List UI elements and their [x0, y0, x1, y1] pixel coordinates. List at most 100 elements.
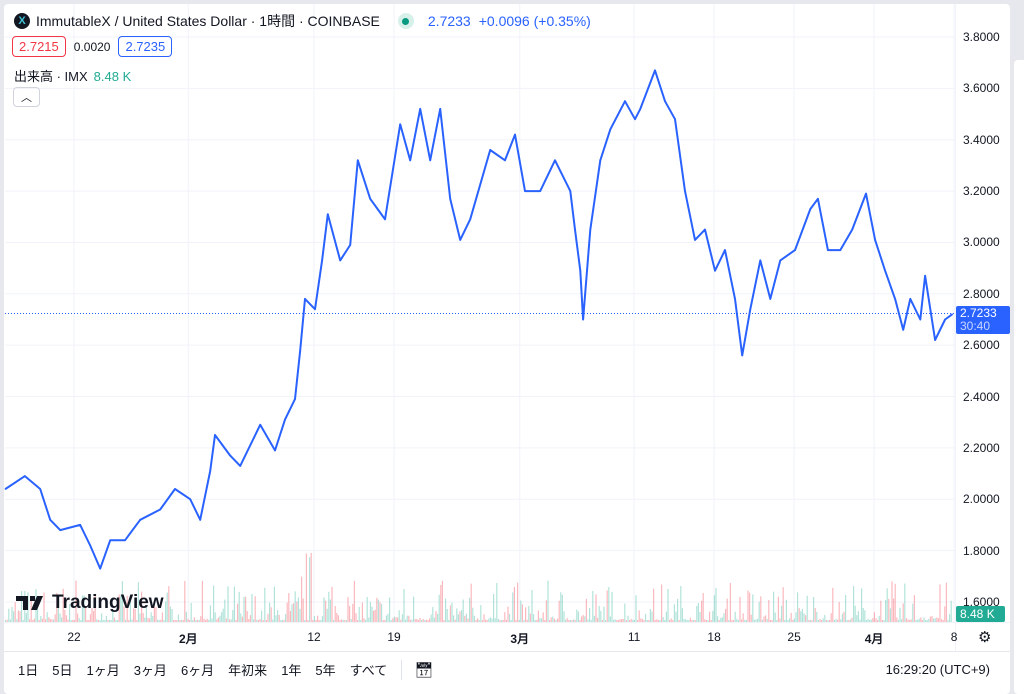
price-point	[4, 488, 7, 490]
volume-bar	[238, 591, 240, 622]
volume-bar	[560, 592, 562, 622]
volume-bar	[350, 618, 352, 622]
volume-bar	[787, 619, 789, 622]
volume-bar	[46, 612, 48, 622]
volume-bar	[765, 615, 767, 622]
volume-bar	[697, 603, 699, 622]
volume-bar	[681, 608, 683, 622]
price-tick-label: 2.8000	[963, 286, 1000, 301]
price-point	[894, 298, 896, 300]
volume-bar	[760, 596, 762, 622]
volume-bar	[899, 607, 901, 622]
price-tick-label: 1.8000	[963, 543, 1000, 558]
range-1m[interactable]: 1ヶ月	[86, 663, 120, 678]
volume-bar	[430, 614, 432, 622]
price-point	[189, 498, 192, 501]
range-5d[interactable]: 5日	[52, 663, 73, 678]
volume-bar	[325, 600, 327, 622]
volume-bar	[318, 619, 320, 622]
volume-bar	[763, 616, 765, 622]
volume-bar	[582, 615, 584, 622]
volume-bar	[441, 580, 443, 622]
settings-gear-icon[interactable]: ⚙	[978, 629, 992, 646]
volume-bar	[307, 619, 309, 622]
volume-bar	[613, 619, 615, 622]
range-1y[interactable]: 1年	[281, 663, 302, 678]
range-3m[interactable]: 3ヶ月	[133, 663, 167, 678]
volume-bar	[880, 600, 882, 622]
volume-bar	[54, 614, 56, 622]
range-1d[interactable]: 1日	[18, 663, 39, 678]
volume-bar	[841, 613, 843, 622]
volume-bar	[589, 608, 591, 622]
price-point	[759, 259, 762, 262]
volume-bar	[245, 596, 247, 622]
volume-bar	[155, 607, 157, 622]
volume-bar	[894, 583, 896, 622]
range-ytd[interactable]: 年初来	[228, 663, 268, 678]
volume-bar	[384, 619, 386, 622]
price-point	[174, 488, 176, 490]
volume-legend[interactable]: 出来高 · IMX 8.48 K	[14, 66, 131, 85]
volume-bar	[502, 619, 504, 622]
volume-bar	[184, 580, 186, 622]
volume-bar	[438, 594, 440, 622]
volume-bar	[453, 615, 455, 622]
volume-bar	[369, 601, 371, 622]
price-point	[749, 308, 752, 311]
symbol-legend[interactable]: X ImmutableX / United States Dollar · 1時…	[14, 11, 591, 31]
volume-bar	[104, 619, 106, 622]
volume-bar	[915, 619, 917, 622]
volume-bar	[113, 617, 115, 622]
go-to-date-calendar-icon[interactable]: 📅︎	[414, 661, 434, 679]
price-point	[369, 197, 372, 200]
range-all[interactable]: すべて	[349, 663, 388, 678]
volume-bar	[667, 588, 669, 622]
buy-button[interactable]: 2.7235	[118, 36, 173, 57]
price-point	[259, 423, 262, 426]
price-point	[294, 398, 296, 400]
volume-bar	[736, 618, 738, 622]
volume-bar	[801, 608, 803, 622]
volume-bar	[800, 611, 802, 622]
volume-bar	[302, 598, 304, 622]
volume-bar	[581, 616, 583, 622]
range-6m[interactable]: 6ヶ月	[180, 663, 215, 678]
volume-bar	[739, 597, 741, 622]
price-point	[839, 249, 842, 251]
volume-bar	[152, 616, 154, 622]
volume-bar	[373, 610, 375, 622]
volume-bar	[16, 619, 18, 622]
sell-button[interactable]: 2.7215	[12, 36, 66, 57]
volume-bar	[32, 619, 34, 622]
price-line-series	[4, 69, 953, 570]
volume-bar	[469, 597, 471, 622]
clock[interactable]: 16:29:20 (UTC+9)	[885, 662, 990, 677]
range-5y[interactable]: 5年	[315, 663, 336, 678]
volume-bar	[734, 611, 736, 622]
volume-bar	[664, 619, 666, 622]
symbol-title: ImmutableX / United States Dollar · 1時間 …	[36, 13, 380, 29]
price-point	[884, 269, 886, 272]
volume-bar	[536, 619, 538, 622]
volume-bar	[128, 619, 130, 622]
volume-bar	[176, 619, 178, 622]
price-point	[951, 313, 954, 316]
volume-bar	[662, 617, 664, 622]
volume-bar	[366, 597, 368, 622]
volume-bar	[840, 619, 842, 622]
volume-bar	[193, 617, 195, 622]
price-point	[79, 524, 81, 526]
volume-bar	[281, 619, 283, 622]
price-point	[49, 518, 51, 521]
volume-bar	[473, 615, 475, 622]
volume-bar	[6, 619, 8, 622]
collapse-legend-button[interactable]: ︿	[13, 87, 40, 107]
volume-bar	[771, 619, 773, 622]
volume-bar	[941, 619, 943, 622]
volume-bar	[48, 617, 50, 622]
volume-bar	[67, 619, 69, 622]
price-point	[89, 544, 91, 547]
volume-bar	[265, 619, 267, 622]
